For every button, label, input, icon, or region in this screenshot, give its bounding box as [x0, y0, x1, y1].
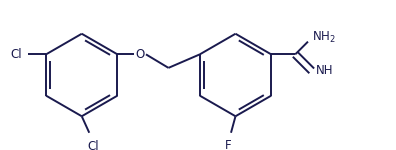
- Text: Cl: Cl: [87, 140, 99, 150]
- Text: NH: NH: [316, 64, 333, 77]
- Text: NH$_2$: NH$_2$: [312, 30, 335, 45]
- Text: O: O: [135, 48, 145, 61]
- Text: F: F: [225, 139, 231, 150]
- Text: Cl: Cl: [10, 48, 22, 61]
